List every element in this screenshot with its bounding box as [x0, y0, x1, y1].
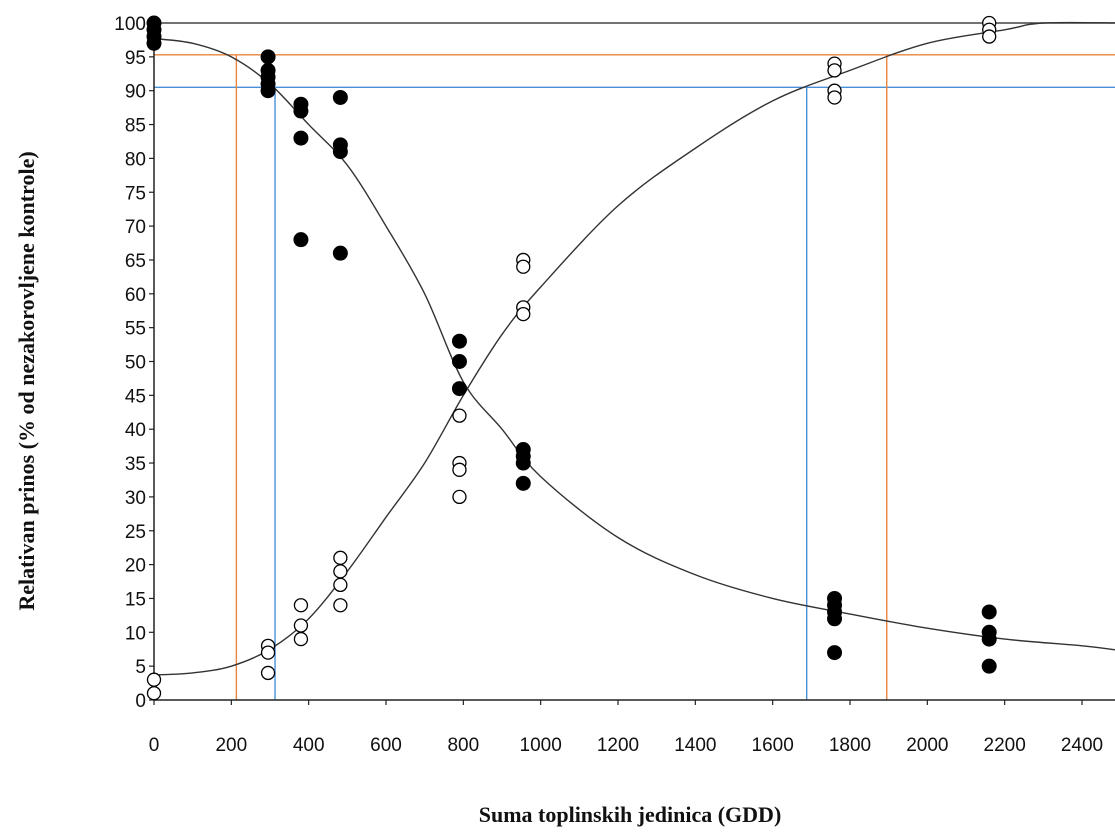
y-tick-label: 75: [125, 183, 146, 204]
open-data-point: [333, 550, 348, 565]
open-data-point: [516, 259, 531, 274]
open-data-point: [827, 90, 842, 105]
filled-data-point: [827, 611, 843, 627]
open-data-point: [333, 564, 348, 579]
y-tick-label: 60: [125, 285, 146, 306]
open-data-point: [260, 665, 276, 681]
open-data-point: [827, 63, 842, 78]
x-tick-label: 800: [447, 735, 479, 756]
y-tick-label: 70: [125, 217, 146, 238]
filled-data-point: [260, 83, 276, 99]
filled-data-point: [981, 631, 997, 647]
open-data-point: [333, 577, 348, 593]
y-tick-label: 100: [114, 14, 146, 35]
tick-labels: 0 5 10 15 20 25 30 35 40 45 50 55 60 65 70 75 80 85 90 95 10…: [114, 14, 1103, 756]
decreasing-fitted-curve: [153, 37, 1115, 651]
y-tick-label: 15: [125, 589, 146, 610]
y-tick-label: 20: [125, 556, 146, 577]
open-data-point: [452, 489, 467, 505]
open-data-point: [982, 29, 997, 44]
filled-data-point: [515, 475, 531, 491]
open-data-point: [146, 686, 162, 701]
x-tick-label: 0: [149, 735, 160, 756]
x-tick-label: 1200: [597, 735, 639, 756]
filled-data-point: [332, 245, 348, 261]
fitted-curves: [153, 21, 1115, 676]
open-data-point: [260, 645, 276, 660]
filled-data-point: [293, 130, 309, 146]
filled-data-point: [827, 645, 843, 661]
x-axis-title: Suma toplinskih jedinica (GDD): [479, 802, 782, 827]
filled-data-point: [981, 604, 997, 620]
y-tick-label: 95: [125, 48, 146, 69]
y-tick-label: 55: [125, 319, 146, 340]
x-tick-label: 400: [293, 735, 325, 756]
y-tick-label: 85: [125, 116, 146, 137]
filled-data-point: [332, 89, 348, 105]
y-tick-label: 25: [125, 522, 146, 543]
x-tick-label: 1800: [829, 735, 871, 756]
open-data-point: [452, 462, 467, 477]
increasing-fitted-curve: [153, 21, 1115, 676]
y-tick-label: 5: [135, 657, 146, 678]
y-tick-label: 90: [125, 82, 146, 103]
filled-data-point: [332, 144, 348, 160]
filled-data-point: [451, 354, 467, 369]
x-tick-label: 2200: [984, 735, 1026, 756]
x-tick-label: 1400: [674, 735, 716, 756]
open-data-point: [516, 306, 531, 322]
filled-data-point: [293, 103, 309, 119]
open-data-point: [333, 598, 348, 613]
x-tick-label: 200: [215, 735, 247, 756]
open-data-point: [452, 408, 467, 423]
x-tick-label: 2400: [1061, 735, 1103, 756]
filled-data-point: [451, 381, 467, 397]
y-tick-label: 45: [125, 386, 146, 407]
y-tick-label: 30: [125, 488, 146, 509]
reference-lines: [154, 22, 1115, 700]
y-tick-label: 40: [125, 420, 146, 441]
y-axis-title: Relativan prinos (% od nezakorovljene ko…: [14, 151, 39, 610]
filled-data-point: [981, 658, 997, 674]
open-data-point: [293, 598, 309, 613]
axes: [153, 19, 1115, 701]
y-tick-label: 50: [125, 353, 146, 374]
filled-data-point: [451, 333, 467, 349]
x-tick-label: 1000: [520, 735, 562, 756]
y-tick-label: 35: [125, 454, 146, 475]
filled-data-point: [146, 35, 162, 51]
x-tick-label: 2000: [906, 735, 948, 756]
filled-data-point: [293, 232, 309, 248]
y-tick-label: 10: [125, 623, 146, 644]
open-data-point: [293, 618, 309, 633]
x-tick-label: 1600: [752, 735, 794, 756]
open-data-point: [146, 672, 162, 687]
open-data-point: [293, 631, 309, 647]
x-tick-label: 600: [370, 735, 402, 756]
y-tick-label: 0: [135, 691, 146, 712]
data-points: [146, 15, 997, 701]
filled-data-point: [515, 455, 531, 471]
filled-data-point: [260, 49, 276, 65]
y-tick-label: 80: [125, 149, 146, 170]
y-tick-label: 65: [125, 251, 146, 272]
